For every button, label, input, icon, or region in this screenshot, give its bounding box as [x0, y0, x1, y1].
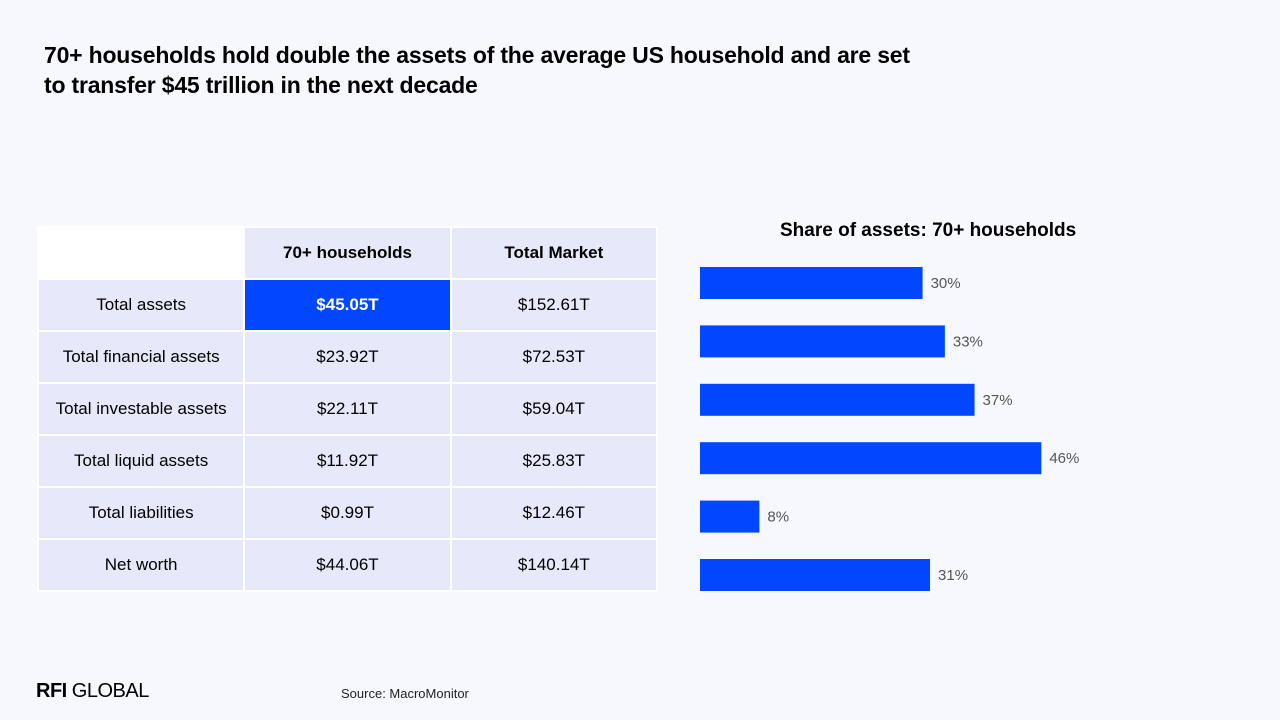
- bar-2: [700, 383, 975, 416]
- table-row: Total assets $45.05T $152.61T: [36, 278, 659, 332]
- table-row: Net worth $44.06T $140.14T: [36, 538, 659, 592]
- bar-value-label: 33%: [953, 333, 983, 350]
- bar-3: [700, 442, 1042, 475]
- households-70-cell: $0.99T: [243, 486, 452, 540]
- households-70-cell: $22.11T: [243, 382, 452, 436]
- table-header-row: 70+ households Total Market: [36, 226, 659, 280]
- households-70-cell: $44.06T: [243, 538, 452, 592]
- bar-value-label: 30%: [931, 275, 961, 292]
- bar-value-label: 8%: [767, 509, 789, 526]
- table-row: Total financial assets $23.92T $72.53T: [36, 330, 659, 384]
- chart-title: Share of assets: 70+ households: [780, 220, 1077, 241]
- page-title: 70+ households hold double the assets of…: [44, 40, 1004, 100]
- share-of-assets-bar-chart: 30% 33% 37% 46% 8% 31%: [700, 267, 1079, 591]
- table-row: Total liabilities $0.99T $12.46T: [36, 486, 659, 540]
- bar-value-label: 46%: [1049, 450, 1079, 467]
- total-market-cell: $152.61T: [449, 278, 659, 332]
- table-row: Total liquid assets $11.92T $25.83T: [36, 434, 659, 488]
- total-market-cell: $72.53T: [449, 330, 659, 384]
- bar-1: [700, 325, 945, 358]
- assets-table: 70+ households Total Market Total assets…: [36, 226, 659, 592]
- bar-value-label: 37%: [983, 392, 1013, 409]
- total-market-cell: $59.04T: [449, 382, 659, 436]
- total-market-cell: $12.46T: [449, 486, 659, 540]
- header-total-market: Total Market: [449, 226, 659, 280]
- total-market-cell: $25.83T: [449, 434, 659, 488]
- logo-bold: RFI: [36, 680, 67, 702]
- logo-rest: GLOBAL: [66, 680, 150, 702]
- households-70-cell: $11.92T: [243, 434, 452, 488]
- bar-5: [700, 559, 931, 591]
- header-blank: [36, 226, 246, 280]
- table-row: Total investable assets $22.11T $59.04T: [36, 382, 659, 436]
- rfi-global-logo: RFI GLOBAL: [36, 680, 149, 703]
- row-label: Total investable assets: [36, 382, 246, 436]
- bar-4: [700, 500, 760, 533]
- title-line-2: to transfer $45 trillion in the next dec…: [44, 72, 478, 98]
- row-label: Net worth: [36, 538, 246, 592]
- bar-value-label: 31%: [938, 567, 968, 584]
- total-market-cell: $140.14T: [449, 538, 659, 592]
- households-70-cell: $23.92T: [243, 330, 452, 384]
- row-label: Total liquid assets: [36, 434, 246, 488]
- highlight-cell: $45.05T: [243, 278, 452, 332]
- row-label: Total liabilities: [36, 486, 246, 540]
- title-line-1: 70+ households hold double the assets of…: [44, 42, 910, 68]
- header-70-households: 70+ households: [243, 226, 452, 280]
- source-note: Source: MacroMonitor: [341, 686, 469, 701]
- row-label: Total assets: [36, 278, 246, 332]
- row-label: Total financial assets: [36, 330, 246, 384]
- bar-0: [700, 267, 923, 299]
